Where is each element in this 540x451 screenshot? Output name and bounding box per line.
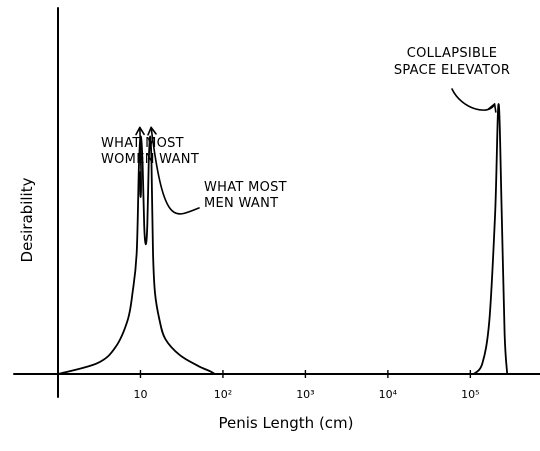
annotation-arrow xyxy=(147,126,200,215)
x-tick-label: 10³ xyxy=(296,388,314,401)
annotation-arrow xyxy=(135,126,145,198)
series-1-line xyxy=(472,103,509,375)
x-tick-label: 10² xyxy=(214,388,232,401)
x-tick-label: 10 xyxy=(133,388,147,401)
y-axis-title: Desirability xyxy=(18,177,36,262)
x-tick-label: 10⁴ xyxy=(379,388,398,401)
x-axis-title: Penis Length (cm) xyxy=(218,414,353,432)
x-tick-label: 10⁵ xyxy=(461,388,479,401)
annotation-arrow xyxy=(451,88,497,113)
annotation-label-line: WHAT MOST xyxy=(204,180,287,195)
series-0-line xyxy=(57,135,216,375)
annotation-label-line: COLLAPSIBLE xyxy=(407,46,498,61)
annotation-label-line: WOMEN WANT xyxy=(101,152,199,167)
x-ticks: 10 10² 10³ 10⁴ 10⁵ xyxy=(133,370,480,401)
annotation-label-line: SPACE ELEVATOR xyxy=(394,63,510,78)
annotation-label-line: WHAT MOST xyxy=(101,136,184,151)
curves xyxy=(57,103,509,375)
annotation-label-line: MEN WANT xyxy=(204,196,278,211)
